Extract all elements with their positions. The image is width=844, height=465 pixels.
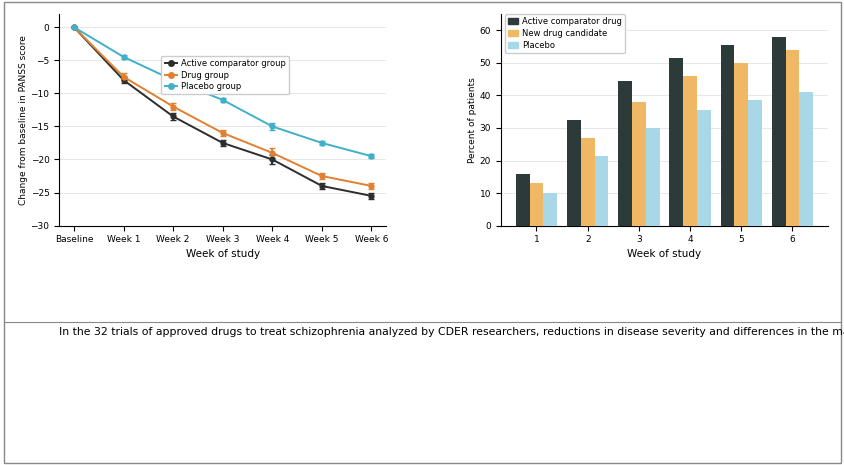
Bar bbox=[618, 81, 631, 226]
Y-axis label: Change from baseline in PANSS score: Change from baseline in PANSS score bbox=[19, 35, 28, 205]
Bar bbox=[696, 110, 710, 226]
Y-axis label: Percent of patients: Percent of patients bbox=[468, 77, 476, 163]
Bar bbox=[594, 156, 608, 226]
Bar bbox=[543, 193, 556, 226]
Bar bbox=[580, 138, 594, 226]
X-axis label: Week of study: Week of study bbox=[186, 248, 259, 259]
Bar bbox=[798, 92, 812, 226]
Bar bbox=[771, 37, 785, 226]
Bar bbox=[631, 102, 645, 226]
Bar bbox=[668, 58, 682, 226]
Legend: Active comparator drug, New drug candidate, Placebo: Active comparator drug, New drug candida… bbox=[505, 14, 625, 53]
X-axis label: Week of study: Week of study bbox=[627, 248, 701, 259]
Bar bbox=[720, 45, 733, 226]
Legend: Active comparator group, Drug group, Placebo group: Active comparator group, Drug group, Pla… bbox=[161, 56, 289, 94]
Bar bbox=[529, 183, 543, 226]
Bar bbox=[733, 63, 747, 226]
Bar bbox=[785, 50, 798, 226]
Bar bbox=[747, 100, 761, 226]
Bar bbox=[645, 128, 659, 226]
Text: In the 32 trials of approved drugs to treat schizophrenia analyzed by CDER resea: In the 32 trials of approved drugs to tr… bbox=[59, 326, 844, 337]
Bar bbox=[566, 120, 580, 226]
Bar bbox=[682, 76, 696, 226]
Bar bbox=[515, 173, 529, 226]
